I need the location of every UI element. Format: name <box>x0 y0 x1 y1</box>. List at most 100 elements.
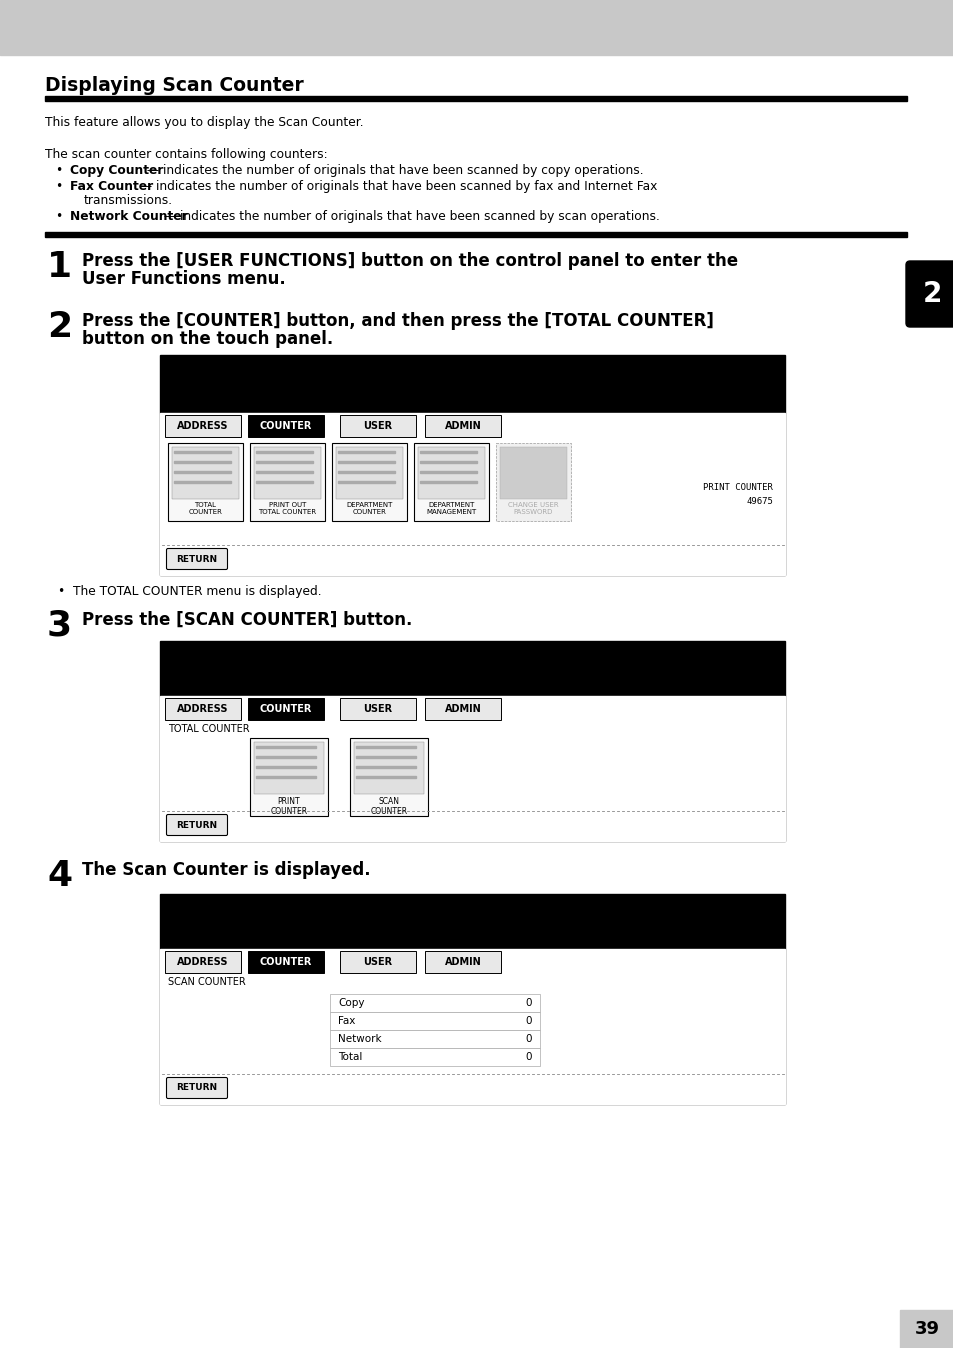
Text: RETURN: RETURN <box>176 821 217 829</box>
Text: The Scan Counter is displayed.: The Scan Counter is displayed. <box>82 861 370 879</box>
Text: 2: 2 <box>47 310 72 344</box>
Text: Network Counter: Network Counter <box>70 210 188 222</box>
Bar <box>355 756 416 758</box>
Bar <box>330 1012 539 1030</box>
Bar <box>160 355 784 576</box>
Text: •: • <box>55 181 62 193</box>
Bar <box>330 1047 539 1066</box>
Bar <box>172 448 239 499</box>
Text: •: • <box>55 210 62 222</box>
Text: transmissions.: transmissions. <box>84 194 172 208</box>
Text: This feature allows you to display the Scan Counter.: This feature allows you to display the S… <box>45 116 363 129</box>
Text: Press the [SCAN COUNTER] button.: Press the [SCAN COUNTER] button. <box>82 611 412 630</box>
Text: •  The TOTAL COUNTER menu is displayed.: • The TOTAL COUNTER menu is displayed. <box>58 585 321 599</box>
Text: Fax Counter: Fax Counter <box>70 181 153 193</box>
Bar <box>160 949 784 1104</box>
Text: DEPARTMENT
MANAGEMENT: DEPARTMENT MANAGEMENT <box>426 501 476 515</box>
Text: The scan counter contains following counters:: The scan counter contains following coun… <box>45 148 327 160</box>
Bar <box>337 461 395 462</box>
Bar <box>255 481 313 483</box>
Bar <box>499 448 566 499</box>
FancyBboxPatch shape <box>424 698 500 720</box>
FancyBboxPatch shape <box>248 698 324 720</box>
Text: Copy: Copy <box>337 998 364 1008</box>
Text: RETURN: RETURN <box>176 1084 217 1092</box>
FancyBboxPatch shape <box>167 1077 227 1099</box>
Bar <box>330 1030 539 1047</box>
Bar <box>173 481 231 483</box>
FancyBboxPatch shape <box>165 950 241 973</box>
FancyBboxPatch shape <box>167 549 227 569</box>
Text: Fax: Fax <box>337 1016 355 1026</box>
Text: PRINT
COUNTER: PRINT COUNTER <box>270 797 307 817</box>
Text: 0: 0 <box>525 998 532 1008</box>
Text: DEPARTMENT
COUNTER: DEPARTMENT COUNTER <box>346 501 393 515</box>
FancyBboxPatch shape <box>248 415 324 437</box>
Bar <box>332 443 407 520</box>
Bar <box>419 452 476 453</box>
Bar <box>350 737 428 816</box>
Bar <box>253 741 324 794</box>
Bar <box>355 745 416 748</box>
Text: — indicates the number of originals that have been scanned by scan operations.: — indicates the number of originals that… <box>160 210 659 222</box>
FancyBboxPatch shape <box>424 415 500 437</box>
Bar <box>335 448 402 499</box>
Text: ADDRESS: ADDRESS <box>177 704 229 714</box>
FancyBboxPatch shape <box>248 950 324 973</box>
Bar <box>414 443 489 520</box>
Bar <box>419 470 476 473</box>
Text: 39: 39 <box>914 1320 939 1339</box>
FancyBboxPatch shape <box>165 698 241 720</box>
Bar <box>255 766 315 768</box>
Bar <box>255 470 313 473</box>
Text: button on the touch panel.: button on the touch panel. <box>82 330 333 348</box>
Bar <box>419 481 476 483</box>
Bar <box>330 993 539 1012</box>
Bar <box>0 0 953 55</box>
FancyBboxPatch shape <box>165 415 241 437</box>
Text: ADMIN: ADMIN <box>444 421 481 431</box>
Bar <box>255 461 313 462</box>
Bar <box>355 766 416 768</box>
Text: PRINT OUT
TOTAL COUNTER: PRINT OUT TOTAL COUNTER <box>258 501 316 515</box>
Bar <box>168 443 243 520</box>
Bar <box>419 461 476 462</box>
FancyBboxPatch shape <box>339 950 416 973</box>
Bar <box>160 412 784 576</box>
Bar <box>253 448 320 499</box>
Text: 0: 0 <box>525 1034 532 1043</box>
Text: COUNTER: COUNTER <box>259 421 312 431</box>
Text: — indicates the number of originals that have been scanned by copy operations.: — indicates the number of originals that… <box>143 164 643 177</box>
Bar <box>354 741 423 794</box>
Bar <box>255 452 313 453</box>
FancyBboxPatch shape <box>339 415 416 437</box>
Text: COUNTER: COUNTER <box>259 704 312 714</box>
Text: SCAN
COUNTER: SCAN COUNTER <box>370 797 407 817</box>
Text: USER: USER <box>363 704 392 714</box>
Text: ADMIN: ADMIN <box>444 957 481 967</box>
FancyBboxPatch shape <box>339 698 416 720</box>
Text: 49675: 49675 <box>745 497 772 506</box>
Text: TOTAL COUNTER: TOTAL COUNTER <box>168 724 250 735</box>
FancyBboxPatch shape <box>905 262 953 328</box>
Bar <box>45 96 906 101</box>
Text: 1: 1 <box>47 249 72 284</box>
Bar <box>337 470 395 473</box>
Bar <box>45 232 906 237</box>
Bar <box>255 756 315 758</box>
Text: RETURN: RETURN <box>176 554 217 563</box>
Text: ADDRESS: ADDRESS <box>177 421 229 431</box>
Text: TOTAL
COUNTER: TOTAL COUNTER <box>189 501 222 515</box>
Bar <box>250 737 328 816</box>
Bar <box>250 443 325 520</box>
Text: ADDRESS: ADDRESS <box>177 957 229 967</box>
Text: 2: 2 <box>922 280 941 307</box>
Bar <box>255 745 315 748</box>
Text: Displaying Scan Counter: Displaying Scan Counter <box>45 75 303 94</box>
Bar <box>496 443 571 520</box>
Bar <box>355 776 416 778</box>
FancyBboxPatch shape <box>167 814 227 836</box>
Text: Total: Total <box>337 1051 362 1062</box>
Text: •: • <box>55 164 62 177</box>
Text: 0: 0 <box>525 1016 532 1026</box>
